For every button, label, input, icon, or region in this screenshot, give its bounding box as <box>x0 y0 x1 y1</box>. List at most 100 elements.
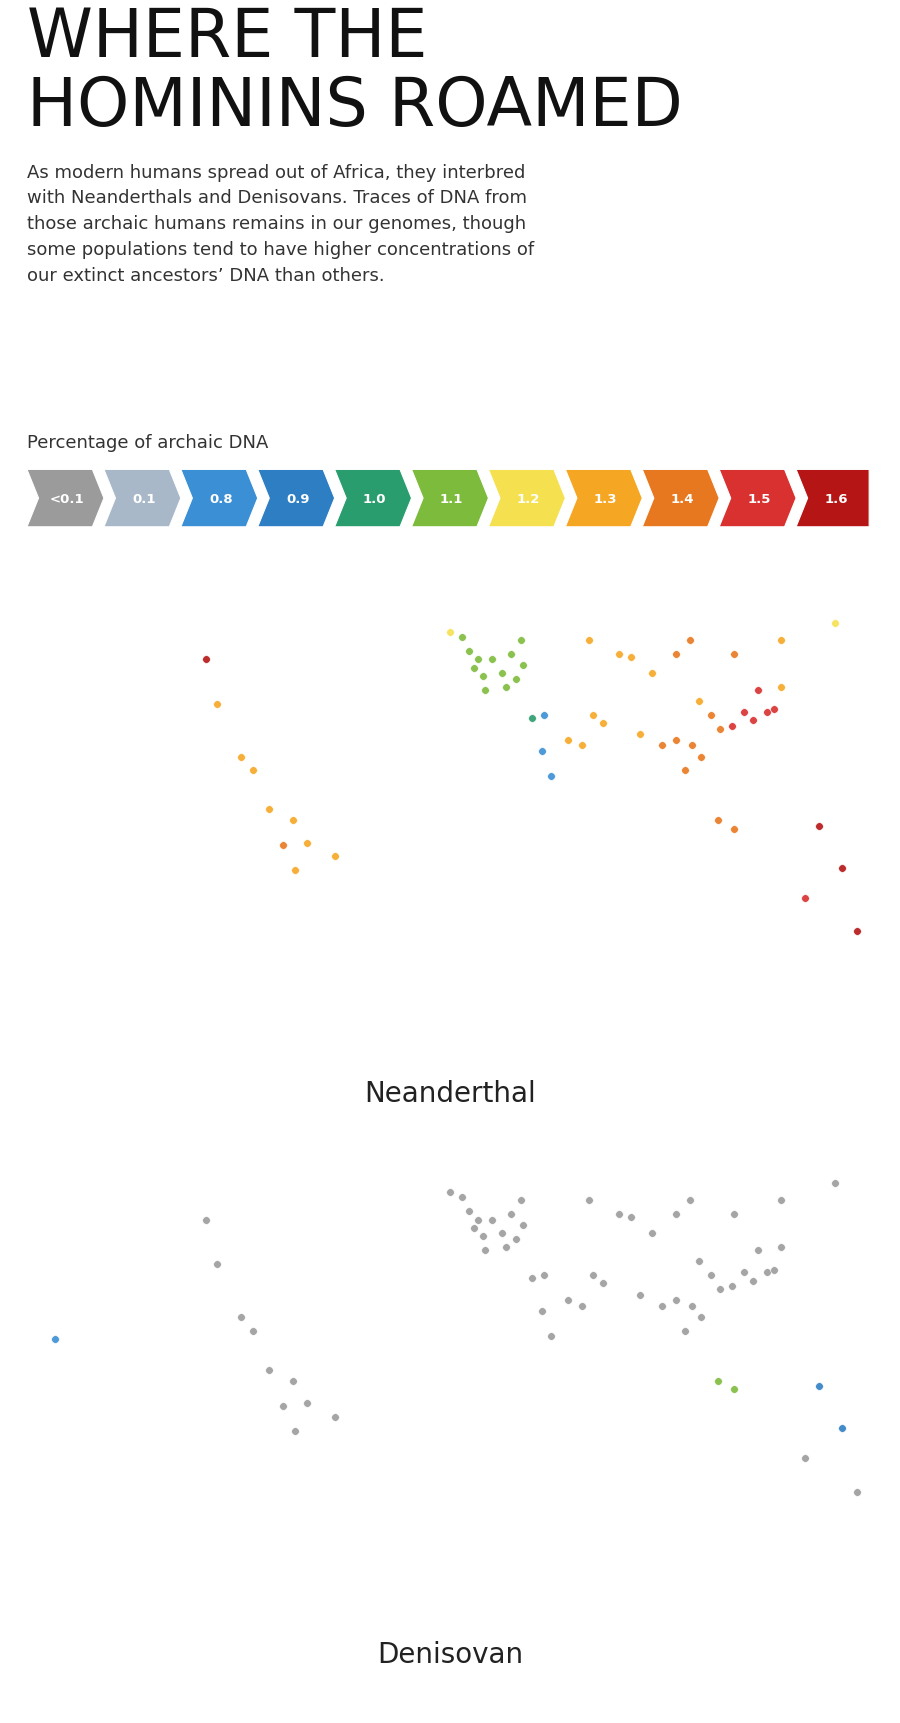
Point <box>634 1282 648 1309</box>
Point <box>285 1366 300 1394</box>
Point <box>234 743 248 770</box>
Point <box>471 646 485 674</box>
Polygon shape <box>719 470 796 527</box>
Point <box>850 918 864 946</box>
Point <box>612 641 626 669</box>
Point <box>669 641 683 669</box>
Text: <0.1: <0.1 <box>50 493 85 505</box>
Point <box>494 1220 508 1247</box>
Point <box>454 624 469 651</box>
Point <box>746 1266 760 1294</box>
Text: 1.4: 1.4 <box>670 493 694 505</box>
Point <box>288 856 302 884</box>
Point <box>711 806 725 834</box>
Point <box>685 732 699 760</box>
Point <box>727 1201 742 1228</box>
Text: 1.6: 1.6 <box>824 493 848 505</box>
Point <box>262 796 276 824</box>
Text: 1.2: 1.2 <box>517 493 540 505</box>
Point <box>525 1265 539 1292</box>
Point <box>767 1256 781 1284</box>
Point <box>500 1234 514 1261</box>
Point <box>262 1356 276 1384</box>
Point <box>504 641 518 669</box>
Text: Neanderthal: Neanderthal <box>364 1080 536 1108</box>
Text: 1.1: 1.1 <box>440 493 464 505</box>
Point <box>478 1237 492 1265</box>
Point <box>328 843 342 870</box>
Point <box>624 1203 638 1230</box>
Point <box>760 700 774 727</box>
Point <box>535 737 549 765</box>
Point <box>669 727 683 755</box>
Point <box>645 1220 660 1247</box>
Point <box>711 1366 725 1394</box>
Point <box>767 696 781 724</box>
Point <box>654 1292 669 1320</box>
Point <box>288 1416 302 1444</box>
Point <box>694 1303 708 1330</box>
Point <box>774 627 788 655</box>
Point <box>669 1201 683 1228</box>
Point <box>198 1206 212 1234</box>
Point <box>536 1261 551 1289</box>
Point <box>678 756 692 784</box>
Point <box>246 1316 260 1344</box>
Point <box>210 691 225 718</box>
Point <box>485 1206 500 1234</box>
Polygon shape <box>27 470 104 527</box>
Point <box>634 720 648 748</box>
Point <box>682 1187 697 1215</box>
Point <box>692 1247 706 1275</box>
Point <box>736 700 751 727</box>
Point <box>704 701 718 729</box>
Point <box>535 1297 549 1325</box>
Point <box>454 1184 469 1211</box>
Point <box>812 813 826 841</box>
Point <box>443 619 457 646</box>
Point <box>624 643 638 670</box>
Point <box>596 710 610 737</box>
Point <box>760 1260 774 1287</box>
Point <box>544 763 558 791</box>
Point <box>713 715 727 743</box>
Point <box>508 665 523 693</box>
Point <box>516 651 530 679</box>
Point <box>504 1201 518 1228</box>
Point <box>476 663 491 691</box>
Text: 1.5: 1.5 <box>748 493 771 505</box>
Point <box>850 1478 864 1506</box>
Point <box>328 1403 342 1430</box>
Point <box>669 1287 683 1315</box>
Point <box>797 1446 812 1473</box>
Point <box>485 646 500 674</box>
Point <box>285 806 300 834</box>
Text: As modern humans spread out of Africa, they interbred
with Neanderthals and Deni: As modern humans spread out of Africa, t… <box>27 164 534 284</box>
Point <box>774 674 788 701</box>
Point <box>751 1237 765 1265</box>
Text: 1.0: 1.0 <box>363 493 386 505</box>
Point <box>513 1187 527 1215</box>
Point <box>544 1323 558 1351</box>
Text: 0.1: 0.1 <box>132 493 156 505</box>
Point <box>210 1251 225 1278</box>
Point <box>561 1287 575 1315</box>
Point <box>276 1392 291 1420</box>
Point <box>300 829 314 856</box>
Text: Denisovan: Denisovan <box>377 1640 523 1668</box>
Point <box>516 1211 530 1239</box>
Point <box>736 1260 751 1287</box>
Point <box>797 886 812 913</box>
Point <box>654 732 669 760</box>
Point <box>828 610 842 638</box>
Point <box>713 1275 727 1303</box>
Point <box>462 638 476 665</box>
Point <box>727 1375 742 1403</box>
Point <box>694 743 708 770</box>
Point <box>645 660 660 687</box>
Point <box>774 1234 788 1261</box>
Point <box>774 1187 788 1215</box>
Point <box>586 1261 600 1289</box>
Point <box>466 655 481 682</box>
Point <box>581 627 596 655</box>
